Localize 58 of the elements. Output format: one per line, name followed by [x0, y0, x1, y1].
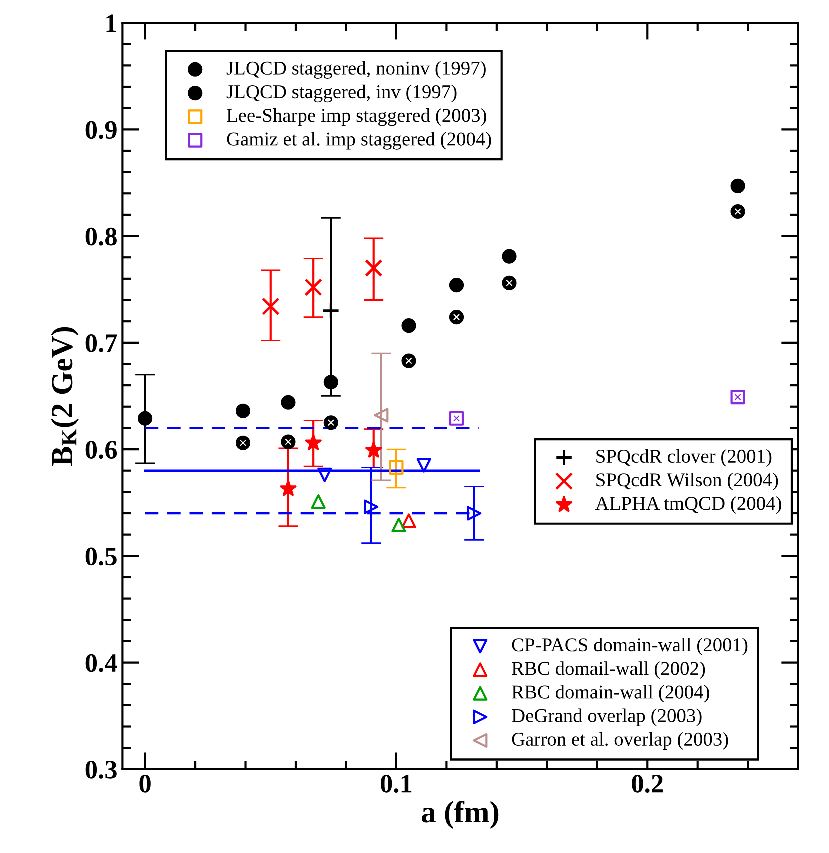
point: [311, 494, 326, 510]
point: [236, 404, 251, 418]
legend-label: Garron et al. overlap (2003): [512, 732, 728, 750]
y-tick-label: 1: [106, 14, 116, 32]
point: [449, 278, 464, 293]
point: [364, 259, 383, 278]
point: [449, 310, 464, 325]
point: [324, 375, 338, 390]
point: [392, 518, 406, 533]
y-tick-label: 0.6: [86, 441, 118, 460]
point: [236, 436, 251, 450]
point: [449, 411, 464, 426]
point: [324, 416, 338, 430]
legend-label: RBC domail-wall (2002): [512, 662, 706, 680]
point: [467, 506, 482, 521]
point: [305, 434, 322, 450]
point: [322, 302, 340, 320]
legend-label: SPQcdR clover (2001): [596, 449, 772, 467]
y-tick-label: 0.3: [86, 761, 117, 779]
y-axis-title: B$_{K}$(2 GeV): [51, 327, 79, 466]
x-tick-label: 0.1: [380, 775, 412, 793]
legend-label: SPQcdR Wilson (2004): [596, 472, 778, 491]
point: [416, 458, 432, 473]
point: [730, 390, 746, 405]
x-tick-label: 0.2: [632, 775, 663, 793]
point: [402, 318, 416, 334]
point: [502, 249, 517, 264]
point: [402, 514, 416, 528]
legend-label: JLQCD staggered, noninv (1997): [226, 61, 486, 79]
legend-label: RBC domain-wall (2004): [512, 685, 710, 703]
point: [389, 460, 404, 475]
legend-label: ALPHA tmQCD (2004): [596, 496, 782, 514]
y-tick-label: 0.7: [86, 334, 118, 352]
point: [366, 442, 382, 458]
point: [262, 298, 280, 316]
point: [502, 276, 517, 290]
legend-label: Lee-Sharpe imp staggered (2003): [227, 108, 486, 126]
x-tick-label: 0: [140, 775, 151, 793]
y-tick-label: 0.4: [86, 654, 118, 672]
point: [138, 411, 153, 426]
point: [281, 395, 296, 410]
point: [730, 204, 746, 220]
legend-label: CP-PACS domain-wall (2001): [512, 638, 748, 656]
point: [304, 278, 322, 296]
legend-label: JLQCD staggered, inv (1997): [226, 84, 457, 103]
point: [318, 468, 332, 482]
point: [730, 178, 746, 194]
point: [402, 354, 416, 368]
y-tick-label: 0.5: [86, 548, 117, 566]
y-tick-label: 0.8: [86, 228, 117, 246]
legend-label: DeGrand overlap (2003): [512, 708, 702, 726]
point: [374, 408, 389, 423]
point: [280, 480, 297, 496]
point: [364, 500, 379, 514]
point: [281, 434, 296, 450]
x-axis-title: a (fm): [422, 800, 499, 829]
y-tick-label: 0.9: [86, 121, 117, 140]
legend-label: Gamiz et al. imp staggered (2004): [227, 132, 492, 150]
